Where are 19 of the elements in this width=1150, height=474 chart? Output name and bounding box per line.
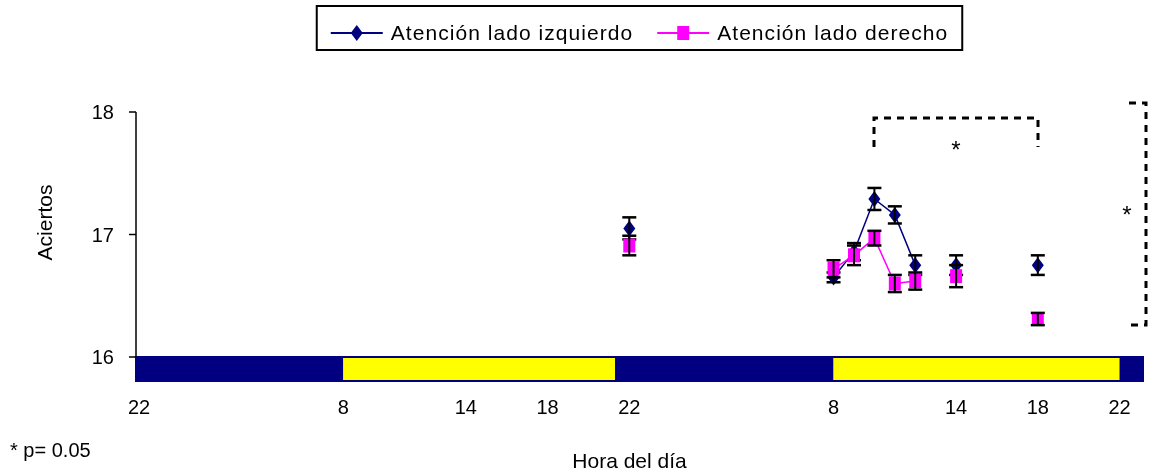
text: * p= 0.05 bbox=[10, 439, 91, 461]
x-tick-label: 8 bbox=[827, 396, 840, 418]
x-tick-label: 14 bbox=[944, 396, 968, 418]
y-axis-title: Aciertos bbox=[33, 184, 56, 261]
x-tick-label: 22 bbox=[127, 396, 151, 418]
x-tick-label: 8 bbox=[337, 396, 349, 418]
y-tick-label: 17 bbox=[91, 223, 114, 246]
annotation: * bbox=[951, 136, 961, 164]
x-tick-label: 14 bbox=[454, 396, 477, 418]
x-tick-label: 18 bbox=[1026, 396, 1049, 418]
y-tick-label: 18 bbox=[91, 101, 114, 123]
legend-label: Atención lado izquierdo bbox=[390, 21, 634, 44]
x-axis-title: Hora del día bbox=[572, 449, 688, 472]
annotation: * bbox=[1122, 201, 1132, 229]
x-tick-label: 18 bbox=[536, 396, 559, 418]
legend-label: Atención lado derecho bbox=[717, 21, 949, 44]
x-tick-label: 22 bbox=[1108, 396, 1131, 418]
x-tick-label: 22 bbox=[618, 396, 641, 418]
y-tick-label: 16 bbox=[91, 346, 114, 368]
